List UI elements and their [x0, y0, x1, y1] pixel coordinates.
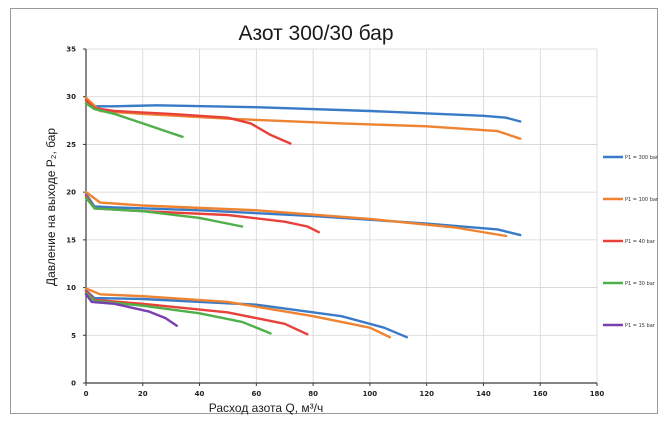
y-tick-label: 10: [66, 284, 76, 292]
legend-label: P1 = 100 bar: [625, 197, 659, 203]
x-tick-label: 160: [533, 390, 548, 398]
chart-svg: Азот 300/30 бар 0 20 40 60 80 100 120 140 160 180…: [44, 22, 659, 415]
y-tick-label: 20: [66, 189, 76, 197]
series-group: [84, 293, 178, 327]
series-line: [84, 292, 272, 335]
y-tick-label: 25: [66, 141, 76, 149]
series-group: [84, 102, 272, 335]
grid: [86, 48, 598, 383]
series-line: [84, 192, 522, 237]
legend-label: P1 = 30 bar: [625, 281, 656, 287]
chart-title: Азот 300/30 бар: [238, 22, 393, 45]
series-line: [84, 96, 522, 140]
series-line: [84, 190, 508, 238]
x-tick-label: 100: [363, 390, 378, 398]
x-tick-label: 180: [590, 390, 605, 398]
x-tick-label: 40: [195, 390, 205, 398]
y-tick-label: 0: [71, 380, 76, 388]
x-tick-label: 60: [251, 390, 261, 398]
legend-label: P1 = 15 bar: [625, 323, 656, 329]
series-line: [84, 97, 522, 123]
series-group: [84, 97, 522, 339]
series-line: [84, 293, 178, 327]
series-line: [84, 102, 184, 138]
series-group: [84, 96, 522, 339]
tick-labels: 0 20 40 60 80 100 120 140 160 180 0 5 10 15 20 25 30 35: [66, 46, 604, 399]
series-line: [84, 196, 244, 228]
x-axis-title: Расход азота Q, м³/ч: [209, 401, 323, 415]
chart-frame: Азот 300/30 бар 0 20 40 60 80 100 120 140 160 180…: [10, 8, 659, 415]
legend-label: P1 = 300 bar: [625, 155, 659, 161]
x-tick-label: 0: [84, 390, 89, 398]
x-tick-label: 120: [419, 390, 434, 398]
x-tick-label: 140: [476, 390, 491, 398]
y-axis-title: Давление на выходе P₂, бар: [44, 128, 58, 286]
x-tick-label: 20: [138, 390, 148, 398]
y-tick-label: 15: [66, 236, 76, 244]
y-tick-label: 35: [66, 46, 76, 54]
legend: P1 = 300 bar P1 = 100 bar P1 = 40 bar P1 = …: [603, 155, 659, 329]
series-line: [84, 289, 408, 339]
legend-label: P1 = 40 bar: [625, 239, 656, 245]
series-lines: [84, 96, 522, 339]
series-line: [84, 287, 391, 339]
x-tick-label: 80: [308, 390, 318, 398]
y-tick-label: 30: [66, 93, 76, 101]
y-tick-label: 5: [71, 332, 76, 340]
